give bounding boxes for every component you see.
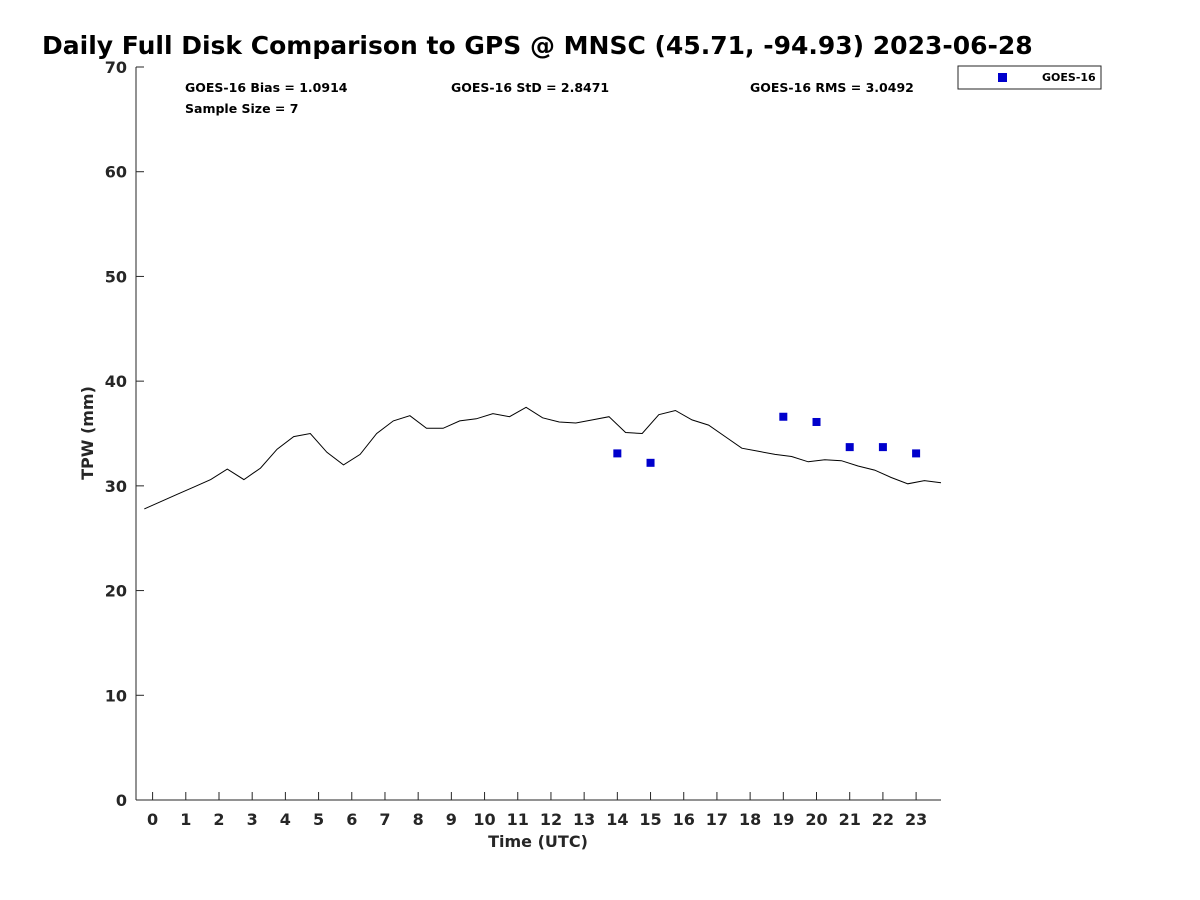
goes-point — [646, 458, 655, 467]
chart-title: Daily Full Disk Comparison to GPS @ MNSC… — [42, 31, 1033, 60]
goes-point — [613, 449, 622, 458]
legend-box — [957, 65, 1102, 90]
x-tick-label: 22 — [872, 810, 894, 829]
x-tick-label: 20 — [805, 810, 827, 829]
x-tick-label: 2 — [213, 810, 224, 829]
x-tick-label: 8 — [413, 810, 424, 829]
x-tick-label: 19 — [772, 810, 794, 829]
x-tick-label: 9 — [446, 810, 457, 829]
x-tick-label: 7 — [379, 810, 390, 829]
legend-label: GOES-16 — [1042, 71, 1096, 84]
x-tick-label: 11 — [507, 810, 529, 829]
legend-marker — [998, 73, 1007, 82]
x-tick-label: 0 — [147, 810, 158, 829]
gps-line-series — [144, 406, 942, 510]
x-tick-label: 15 — [639, 810, 661, 829]
x-tick-label: 13 — [573, 810, 595, 829]
y-tick-label: 20 — [105, 582, 127, 601]
y-tick-label: 10 — [105, 686, 127, 705]
x-tick-label: 4 — [280, 810, 291, 829]
x-tick-label: 10 — [473, 810, 495, 829]
stat-bias: GOES-16 Bias = 1.0914 — [185, 80, 348, 95]
x-axis-label: Time (UTC) — [488, 832, 588, 851]
y-tick-label: 30 — [105, 477, 127, 496]
goes-point — [812, 417, 821, 426]
x-tick-label: 3 — [247, 810, 258, 829]
x-tick-label: 18 — [739, 810, 761, 829]
legend: GOES-16 — [957, 65, 1102, 90]
y-tick-label: 70 — [105, 58, 127, 77]
goes-point — [779, 412, 788, 421]
series-layer — [144, 406, 942, 510]
plot-area — [135, 67, 941, 801]
goes-point — [878, 443, 887, 452]
y-tick-label: 60 — [105, 163, 127, 182]
x-tick-label: 5 — [313, 810, 324, 829]
goes-point — [845, 443, 854, 452]
stat-std: GOES-16 StD = 2.8471 — [451, 80, 609, 95]
stat-rms: GOES-16 RMS = 3.0492 — [750, 80, 914, 95]
x-tick-label: 17 — [706, 810, 728, 829]
x-tick-label: 1 — [180, 810, 191, 829]
stat-sample-size: Sample Size = 7 — [185, 101, 298, 116]
y-tick-label: 40 — [105, 372, 127, 391]
y-tick-label: 0 — [116, 791, 127, 810]
x-tick-label: 23 — [905, 810, 927, 829]
y-axis-label: TPW (mm) — [78, 386, 97, 480]
x-tick-label: 12 — [540, 810, 562, 829]
y-tick-label: 50 — [105, 267, 127, 286]
goes-point — [912, 449, 921, 458]
x-tick-label: 14 — [606, 810, 628, 829]
x-tick-label: 16 — [673, 810, 695, 829]
x-tick-label: 6 — [346, 810, 357, 829]
x-tick-label: 21 — [839, 810, 861, 829]
